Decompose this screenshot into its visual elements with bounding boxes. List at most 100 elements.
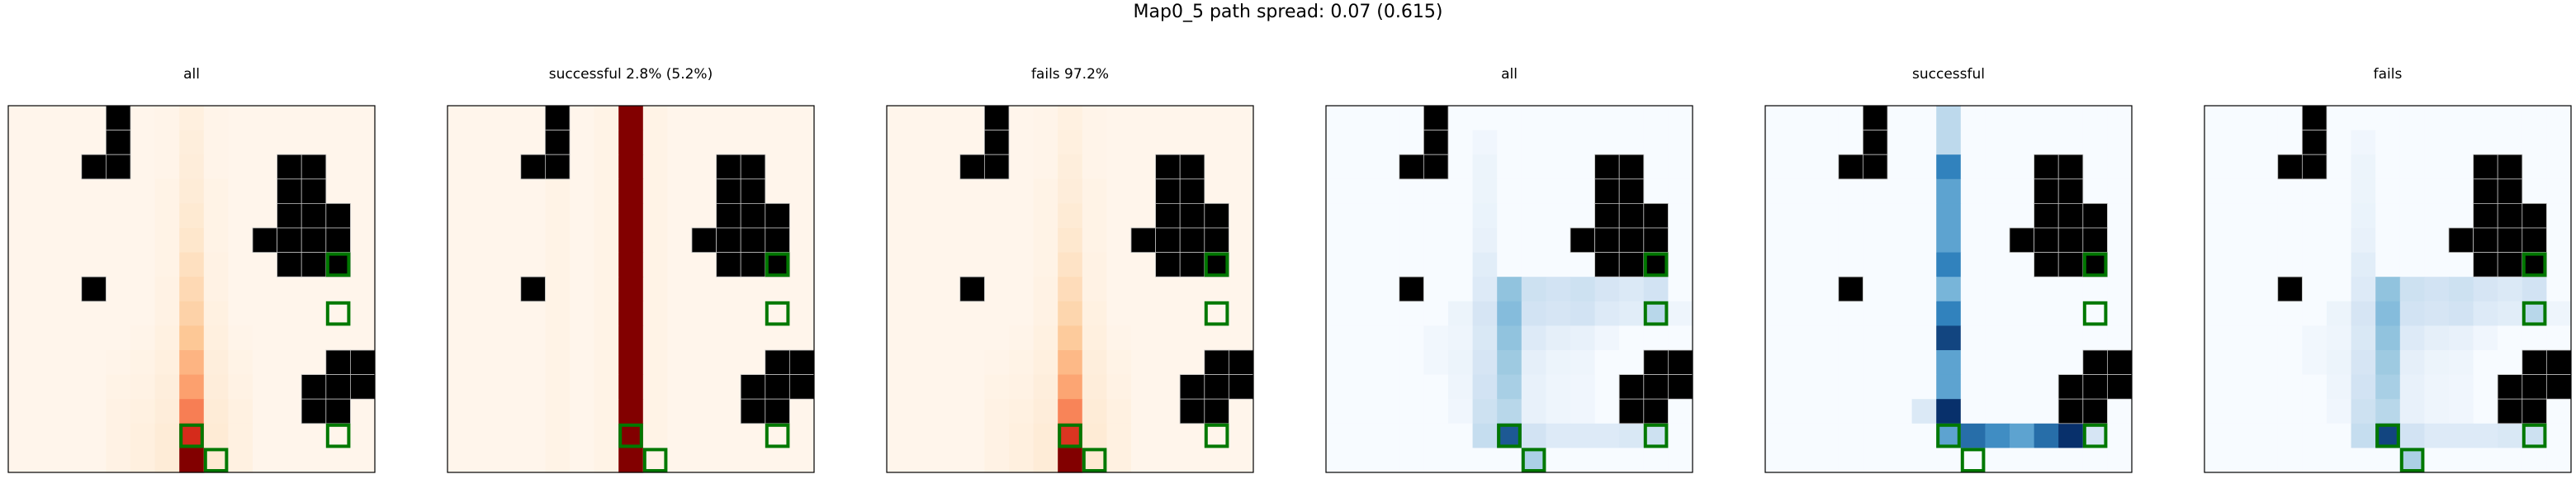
heat-cell bbox=[1595, 375, 1620, 400]
heat-cell bbox=[1058, 130, 1082, 155]
heat-cell bbox=[1595, 301, 1620, 326]
heat-cell bbox=[2034, 399, 2059, 424]
heat-cell bbox=[887, 203, 912, 228]
heat-cell bbox=[2034, 301, 2059, 326]
heat-cell bbox=[618, 253, 643, 277]
obstacle-cell bbox=[545, 106, 570, 130]
heat-cell bbox=[106, 350, 130, 375]
heat-cell bbox=[789, 301, 814, 326]
heat-cell bbox=[1156, 399, 1181, 424]
heat-cell bbox=[2278, 399, 2303, 424]
heat-cell bbox=[1546, 130, 1570, 155]
heat-cell bbox=[1790, 448, 1815, 472]
obstacle-cell bbox=[1595, 154, 1620, 179]
obstacle-cell bbox=[765, 228, 790, 253]
heat-cell bbox=[1814, 301, 1839, 326]
heat-cell bbox=[1790, 179, 1815, 204]
heat-cell bbox=[1058, 106, 1082, 130]
obstacle-cell bbox=[2498, 179, 2522, 204]
heat-cell bbox=[2351, 277, 2376, 301]
heat-cell bbox=[1497, 350, 1522, 375]
heat-cell bbox=[1619, 130, 1644, 155]
heat-cell bbox=[1912, 203, 1937, 228]
heatmap-panel bbox=[1326, 106, 1693, 473]
heat-cell bbox=[2327, 301, 2351, 326]
heat-cell bbox=[692, 179, 717, 204]
heat-cell bbox=[717, 424, 741, 448]
obstacle-cell bbox=[2302, 106, 2327, 130]
heat-cell bbox=[1936, 253, 1961, 277]
heat-cell bbox=[2474, 106, 2498, 130]
heat-cell bbox=[33, 253, 58, 277]
heat-cell bbox=[350, 228, 375, 253]
heat-cell bbox=[935, 106, 960, 130]
obstacle-cell bbox=[1644, 375, 1669, 400]
obstacle-cell bbox=[2107, 350, 2132, 375]
heat-cell bbox=[155, 228, 180, 253]
heat-cell bbox=[1497, 228, 1522, 253]
heat-cell bbox=[1375, 399, 1399, 424]
heat-cell bbox=[1180, 325, 1205, 350]
heat-cell bbox=[2327, 179, 2351, 204]
heat-cell bbox=[594, 399, 619, 424]
heat-cell bbox=[667, 448, 692, 472]
heat-cell bbox=[301, 424, 326, 448]
heat-cell bbox=[2474, 350, 2498, 375]
heat-cell bbox=[155, 325, 180, 350]
heat-cell bbox=[130, 228, 155, 253]
heat-cell bbox=[1082, 277, 1107, 301]
heat-cell bbox=[1399, 375, 1424, 400]
obstacle-cell bbox=[2498, 375, 2522, 400]
heat-cell bbox=[472, 424, 497, 448]
heat-cell bbox=[692, 106, 717, 130]
heat-cell bbox=[1058, 325, 1082, 350]
heat-cell bbox=[1009, 277, 1034, 301]
heat-cell bbox=[301, 106, 326, 130]
heat-cell bbox=[350, 301, 375, 326]
heat-cell bbox=[277, 106, 302, 130]
heat-cell bbox=[2204, 424, 2229, 448]
heat-cell bbox=[2474, 277, 2498, 301]
heat-cell bbox=[2253, 301, 2278, 326]
heat-cell bbox=[2449, 277, 2474, 301]
heat-cell bbox=[692, 375, 717, 400]
heat-cell bbox=[57, 106, 82, 130]
heat-cell bbox=[1009, 106, 1034, 130]
heat-cell bbox=[594, 350, 619, 375]
obstacle-cell bbox=[1619, 203, 1644, 228]
heat-cell bbox=[570, 424, 594, 448]
heat-cell bbox=[8, 325, 33, 350]
heat-cell bbox=[667, 179, 692, 204]
heat-cell bbox=[1765, 253, 1790, 277]
heat-cell bbox=[1522, 350, 1546, 375]
obstacle-cell bbox=[1156, 154, 1181, 179]
heat-cell bbox=[1863, 277, 1887, 301]
heat-cell bbox=[2058, 325, 2083, 350]
heat-cell bbox=[179, 253, 204, 277]
heat-cell bbox=[912, 130, 936, 155]
heat-cell bbox=[1668, 253, 1693, 277]
heat-cell bbox=[912, 424, 936, 448]
heat-cell bbox=[594, 228, 619, 253]
heat-cell bbox=[2229, 253, 2254, 277]
heat-cell bbox=[521, 130, 546, 155]
heat-cell bbox=[496, 253, 521, 277]
heat-cell bbox=[2327, 130, 2351, 155]
heat-cell bbox=[912, 203, 936, 228]
obstacle-cell bbox=[2083, 203, 2108, 228]
heat-cell bbox=[350, 448, 375, 472]
heat-cell bbox=[1961, 399, 1986, 424]
heat-cell bbox=[1375, 301, 1399, 326]
heat-cell bbox=[643, 130, 668, 155]
heat-cell bbox=[1205, 154, 1229, 179]
heat-cell bbox=[1106, 325, 1131, 350]
heat-cell bbox=[618, 325, 643, 350]
heat-cell bbox=[350, 325, 375, 350]
heat-cell bbox=[1912, 325, 1937, 350]
heat-cell bbox=[1912, 228, 1937, 253]
heat-cell bbox=[2253, 203, 2278, 228]
heat-cell bbox=[253, 277, 277, 301]
heat-cell bbox=[130, 130, 155, 155]
heat-cell bbox=[82, 375, 107, 400]
heat-cell bbox=[1326, 448, 1351, 472]
